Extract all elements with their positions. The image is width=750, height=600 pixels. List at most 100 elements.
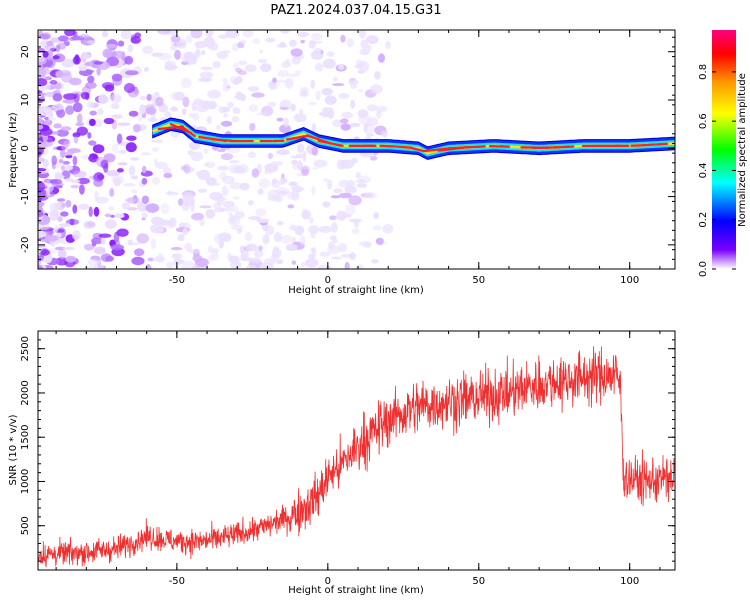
heatmap-cell — [64, 30, 76, 37]
heatmap-cell — [296, 173, 303, 177]
heatmap-cell — [141, 212, 148, 219]
heatmap-cell — [111, 103, 120, 110]
heatmap-cell — [197, 188, 208, 193]
heatmap-cell — [359, 48, 370, 56]
heatmap-cell — [182, 96, 190, 108]
heatmap-cell — [222, 81, 230, 93]
heatmap-cell — [332, 83, 345, 87]
heatmap-cell — [367, 104, 378, 112]
heatmap-cell — [199, 71, 214, 79]
heatmap-cell — [299, 108, 304, 115]
heatmap-cell — [153, 227, 165, 233]
heatmap-cell — [322, 201, 331, 208]
heatmap-cell — [382, 224, 394, 234]
heatmap-cell — [85, 81, 97, 89]
heatmap-cell — [281, 61, 292, 68]
heatmap-cell — [46, 186, 51, 198]
heatmap-cell — [319, 251, 331, 257]
heatmap-cell — [117, 40, 125, 47]
heatmap-cell — [280, 30, 290, 34]
heatmap-cell — [203, 36, 215, 48]
heatmap-cell — [104, 154, 116, 163]
heatmap-cell — [220, 153, 234, 161]
snr-series-line — [38, 346, 675, 568]
heatmap-cell — [223, 113, 229, 118]
heatmap-cell — [86, 101, 95, 109]
heatmap-cell — [338, 179, 351, 188]
heatmap-cell — [190, 151, 204, 162]
heatmap-cell — [229, 182, 242, 190]
heatmap-cell — [84, 61, 94, 67]
heatmap-cell — [83, 220, 96, 229]
heatmap-cell — [96, 67, 101, 76]
heatmap-cell — [55, 44, 61, 53]
heatmap-cell — [83, 40, 88, 45]
heatmap-cell — [38, 168, 47, 172]
heatmap-cell — [364, 123, 370, 128]
heatmap-cell — [264, 225, 275, 236]
heatmap-cell — [240, 39, 247, 45]
heatmap-cell — [131, 256, 145, 266]
heatmap-cell — [111, 175, 125, 184]
heatmap-cell — [217, 165, 230, 171]
heatmap-cell — [301, 165, 310, 175]
heatmap-cell — [88, 206, 93, 217]
heatmap-cell — [89, 118, 96, 127]
heatmap-cell — [348, 218, 363, 223]
spectrogram-panel: -50 0 50 100 -20 -10 0 10 20 Height of straight … — [8, 29, 676, 296]
heatmap-cell — [302, 151, 307, 162]
spectrogram-x-tick-label: 100 — [620, 275, 639, 286]
heatmap-cell — [57, 216, 63, 222]
heatmap-cell — [258, 178, 271, 189]
heatmap-cell — [350, 99, 356, 109]
heatmap-cell — [55, 246, 65, 251]
spectrogram-x-tick-label: 50 — [472, 275, 485, 286]
heatmap-cell — [216, 124, 221, 130]
heatmap-cell — [72, 204, 78, 214]
heatmap-cell — [311, 122, 316, 134]
heatmap-cell — [337, 64, 345, 70]
heatmap-cell — [72, 170, 87, 178]
heatmap-cell — [198, 77, 213, 82]
heatmap-cell — [133, 123, 141, 133]
heatmap-cell — [155, 96, 164, 107]
heatmap-cell — [63, 246, 76, 251]
heatmap-cell — [49, 80, 58, 85]
heatmap-cell — [276, 117, 284, 122]
heatmap-cell — [349, 252, 356, 260]
heatmap-cell — [170, 106, 178, 112]
heatmap-cell — [162, 166, 172, 175]
heatmap-cell — [101, 30, 109, 38]
heatmap-cell — [297, 31, 310, 38]
colorbar-tick-label: 0.2 — [698, 212, 709, 228]
heatmap-cell — [194, 50, 201, 58]
heatmap-cell — [252, 38, 261, 44]
heatmap-cell — [70, 184, 80, 189]
heatmap-cell — [291, 190, 300, 201]
heatmap-cell — [231, 224, 244, 231]
heatmap-cell — [369, 84, 383, 94]
heatmap-cell — [54, 226, 59, 233]
heatmap-cell — [276, 259, 284, 265]
heatmap-cell — [87, 258, 99, 266]
heatmap-cell — [38, 230, 47, 238]
heatmap-cell — [54, 174, 65, 180]
heatmap-cell — [84, 243, 95, 251]
ridge-core-peak — [394, 145, 413, 149]
heatmap-cell — [358, 175, 371, 184]
heatmap-cell — [311, 146, 319, 156]
heatmap-cell — [247, 200, 254, 206]
heatmap-cell — [98, 233, 112, 238]
heatmap-cell — [52, 93, 63, 102]
heatmap-cell — [181, 108, 187, 116]
heatmap-cell — [94, 118, 103, 128]
heatmap-cell — [192, 265, 198, 269]
heatmap-cell — [348, 195, 362, 206]
heatmap-cell — [329, 215, 337, 221]
heatmap-cell — [109, 187, 115, 197]
heatmap-cell — [309, 217, 314, 224]
heatmap-cell — [214, 207, 222, 213]
heatmap-cell — [318, 112, 326, 116]
heatmap-cell — [167, 190, 173, 196]
